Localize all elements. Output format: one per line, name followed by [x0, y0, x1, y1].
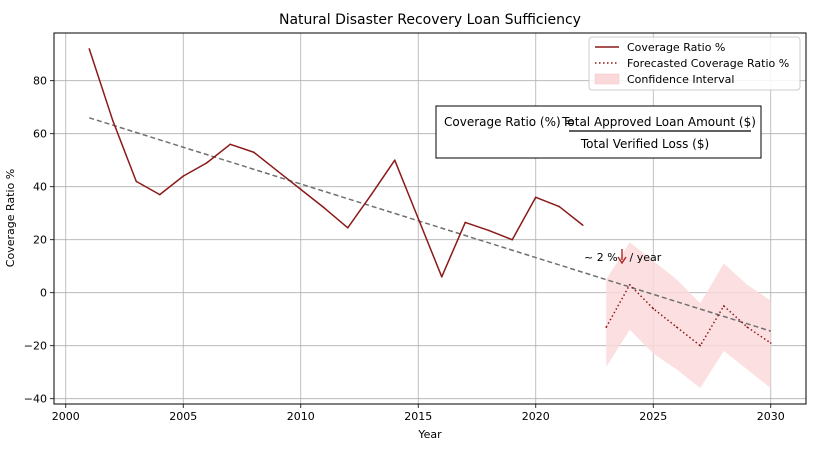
data-point	[346, 226, 349, 229]
x-tick-label: 2015	[404, 410, 432, 423]
y-tick-label: −20	[24, 340, 47, 353]
data-point	[252, 151, 255, 154]
data-point	[323, 207, 326, 209]
data-point	[746, 326, 749, 328]
x-tick-label: 2020	[522, 410, 550, 423]
y-axis-ticks: −40 −20 0 20 40 60 80	[24, 75, 54, 406]
legend: Coverage Ratio % Forecasted Coverage Rat…	[588, 36, 801, 91]
data-point	[652, 307, 655, 310]
data-point	[534, 196, 537, 199]
data-point	[769, 342, 772, 344]
data-point	[370, 193, 373, 196]
data-point	[111, 119, 114, 122]
x-tick-label: 2025	[639, 410, 667, 423]
rate-suffix-text: / year	[626, 251, 662, 264]
data-point	[464, 221, 467, 224]
y-tick-label: 80	[33, 75, 47, 88]
x-tick-label: 2030	[757, 410, 785, 423]
y-axis-label: Coverage Ratio %	[4, 169, 17, 267]
trend-line-path	[89, 117, 771, 332]
trend-line	[89, 117, 771, 332]
data-point	[276, 170, 279, 172]
formula-annotation: Coverage Ratio (%) = Total Approved Loan…	[435, 105, 762, 159]
legend-box	[588, 36, 801, 91]
plot-frame	[53, 32, 807, 405]
down-arrow-icon	[617, 256, 627, 265]
series-line-actual	[88, 48, 584, 278]
data-point	[158, 193, 161, 196]
data-point	[675, 326, 678, 328]
y-tick-label: 40	[33, 181, 47, 194]
data-point	[135, 180, 138, 183]
data-point	[299, 188, 302, 191]
confidence-interval-area	[606, 242, 771, 389]
data-point	[722, 305, 725, 307]
data-point	[182, 175, 185, 177]
data-point	[440, 276, 443, 278]
y-tick-label: 0	[40, 287, 47, 300]
data-point	[88, 48, 91, 50]
chart-title: Natural Disaster Recovery Loan Sufficien…	[279, 12, 581, 28]
rate-prefix-text: ~ 2 %	[584, 251, 621, 264]
data-point	[487, 229, 490, 232]
y-tick-label: 60	[33, 128, 47, 141]
data-point	[605, 326, 608, 328]
legend-label-actual: Coverage Ratio %	[627, 41, 725, 54]
x-tick-label: 2005	[169, 410, 197, 423]
legend-label-ci: Confidence Interval	[627, 73, 734, 86]
data-point	[417, 217, 420, 220]
data-point	[393, 159, 396, 161]
x-axis-label: Year	[417, 428, 442, 441]
data-point	[581, 224, 584, 226]
legend-swatch-ci	[594, 73, 620, 85]
x-tick-label: 2010	[287, 410, 315, 423]
y-tick-label: −40	[24, 393, 47, 406]
formula-numerator: Total Approved Loan Amount ($)	[561, 115, 756, 129]
data-point	[229, 143, 232, 146]
data-point	[628, 283, 631, 286]
formula-box	[435, 105, 762, 159]
legend-label-forecast: Forecasted Coverage Ratio %	[627, 57, 789, 70]
x-tick-label: 2000	[52, 410, 80, 423]
formula-denominator: Total Verified Loss ($)	[580, 137, 709, 151]
data-point	[558, 205, 561, 208]
formula-left-text: Coverage Ratio (%) =	[444, 115, 578, 129]
x-axis-ticks: 2000 2005 2010 2015 2020 2025 2030	[52, 404, 785, 423]
rate-annotation: ~ 2 % / year	[584, 249, 662, 265]
series-lines	[88, 48, 772, 347]
data-point	[511, 238, 514, 241]
data-point	[699, 344, 702, 347]
y-tick-label: 20	[33, 234, 47, 247]
data-point	[205, 162, 208, 164]
confidence-interval-band	[606, 242, 771, 389]
